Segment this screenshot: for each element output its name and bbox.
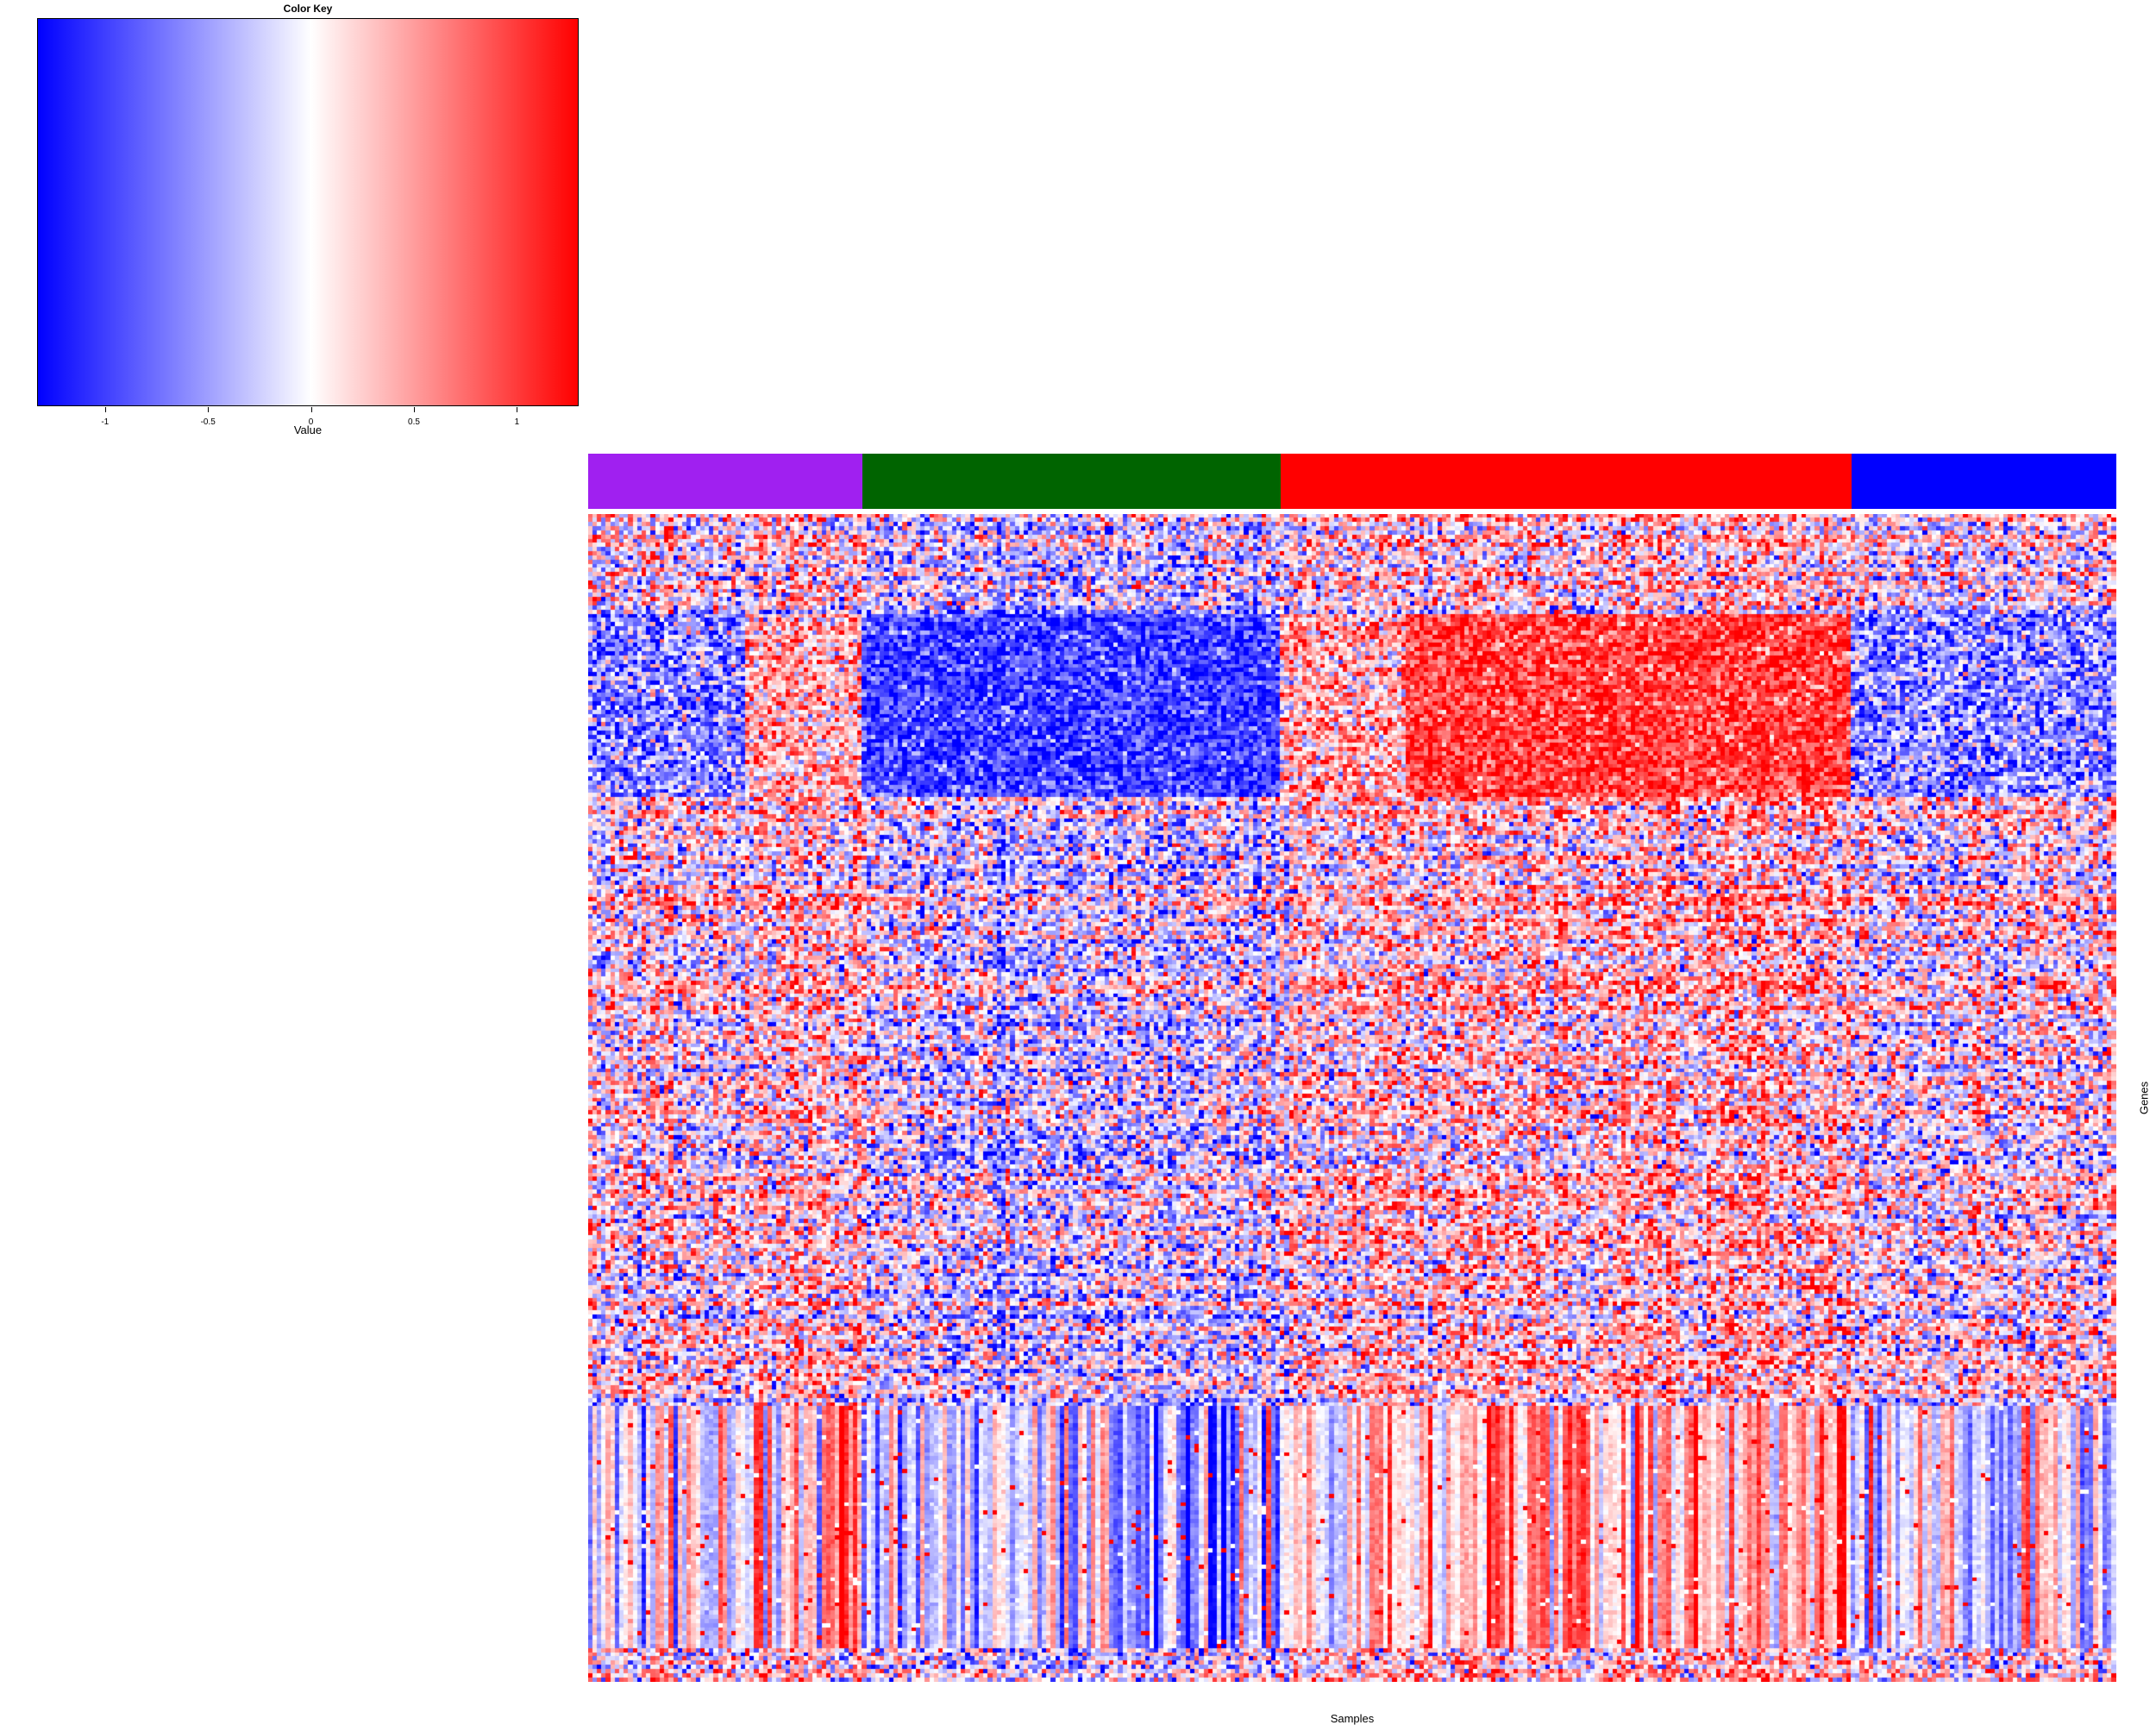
color-key-title: Color Key <box>283 3 333 15</box>
color-key-tick-label: -0.5 <box>200 417 216 427</box>
y-axis-label: Genes <box>2137 1081 2151 1115</box>
color-key-axis-label: Value <box>293 423 323 436</box>
column-group-color-bar <box>588 454 2117 509</box>
x-axis-label: Samples <box>1330 1712 1375 1725</box>
color-key-tick-label: 0.5 <box>408 417 420 427</box>
color-key-tick <box>413 407 415 412</box>
column-group-segment <box>862 454 1282 509</box>
column-group-segment <box>1280 454 1852 509</box>
color-key-gradient <box>37 18 579 406</box>
color-key-tick <box>104 407 106 412</box>
column-group-segment <box>1851 454 2117 509</box>
color-key-tick-label: 0 <box>308 417 314 427</box>
color-key-tick-label: -1 <box>101 417 110 427</box>
color-key-tick <box>310 407 312 412</box>
color-key-axis: -1 -0.5 0 0.5 1 <box>37 407 579 442</box>
column-group-segment <box>588 454 863 509</box>
color-key-tick <box>208 407 210 412</box>
heatmap-matrix <box>588 514 2116 1682</box>
color-key-tick-label: 1 <box>514 417 520 427</box>
